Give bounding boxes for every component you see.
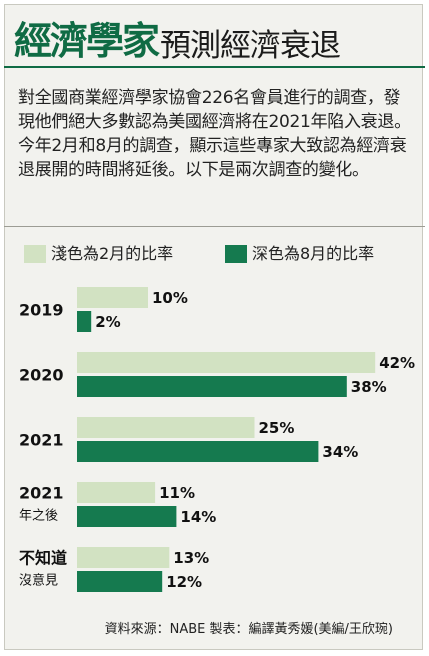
title-sub: 預測經濟衰退 — [160, 28, 341, 64]
legend: 淺色為2月的比率 深色為8月的比率 — [0, 243, 429, 267]
data-label-february: 13% — [173, 549, 209, 567]
category-label: 2021 — [19, 484, 64, 503]
legend-label-dark: 深色為8月的比率 — [252, 244, 375, 263]
category-label: 2019 — [19, 301, 64, 320]
bar-february — [77, 417, 255, 438]
data-label-february: 11% — [159, 484, 195, 502]
description-divider — [4, 226, 425, 227]
category-label: 不知道 — [19, 549, 67, 568]
bar-august — [77, 441, 319, 462]
source-note: 資料來源：NABE 製表：編譯黃秀媛(美編/王欣琬) — [104, 622, 393, 637]
bar-february — [77, 287, 148, 308]
title-main: 經濟學家 — [14, 18, 160, 63]
data-label-august: 34% — [322, 443, 358, 461]
bar-august — [77, 506, 177, 527]
category-label: 2021 — [19, 431, 64, 450]
bar-february — [77, 352, 376, 373]
category-sublabel: 年之後 — [19, 509, 58, 524]
data-label-august: 2% — [95, 313, 120, 331]
category-label: 2020 — [19, 366, 64, 385]
legend-swatch-dark — [225, 245, 247, 263]
data-label-august: 14% — [180, 508, 216, 526]
bar-august — [77, 311, 92, 332]
infographic-frame — [4, 4, 423, 650]
title-divider — [4, 66, 425, 68]
data-label-february: 10% — [152, 289, 188, 307]
description: 對全國商業經濟學家協會226名會員進行的調查，發現他們絕大多數認為美國經濟將在2… — [18, 88, 411, 180]
data-label-august: 38% — [351, 378, 387, 396]
bar-august — [77, 376, 347, 397]
data-label-february: 25% — [259, 419, 295, 437]
bar-february — [77, 547, 170, 568]
category-sublabel: 沒意見 — [19, 573, 58, 589]
data-label-february: 42% — [379, 354, 415, 372]
title: 經濟學家預測經濟衰退 — [14, 10, 341, 65]
legend-swatch-light — [24, 245, 46, 263]
data-label-august: 12% — [166, 573, 202, 591]
bar-august — [77, 571, 163, 592]
bar-february — [77, 482, 156, 503]
legend-label-light: 淺色為2月的比率 — [51, 244, 174, 263]
